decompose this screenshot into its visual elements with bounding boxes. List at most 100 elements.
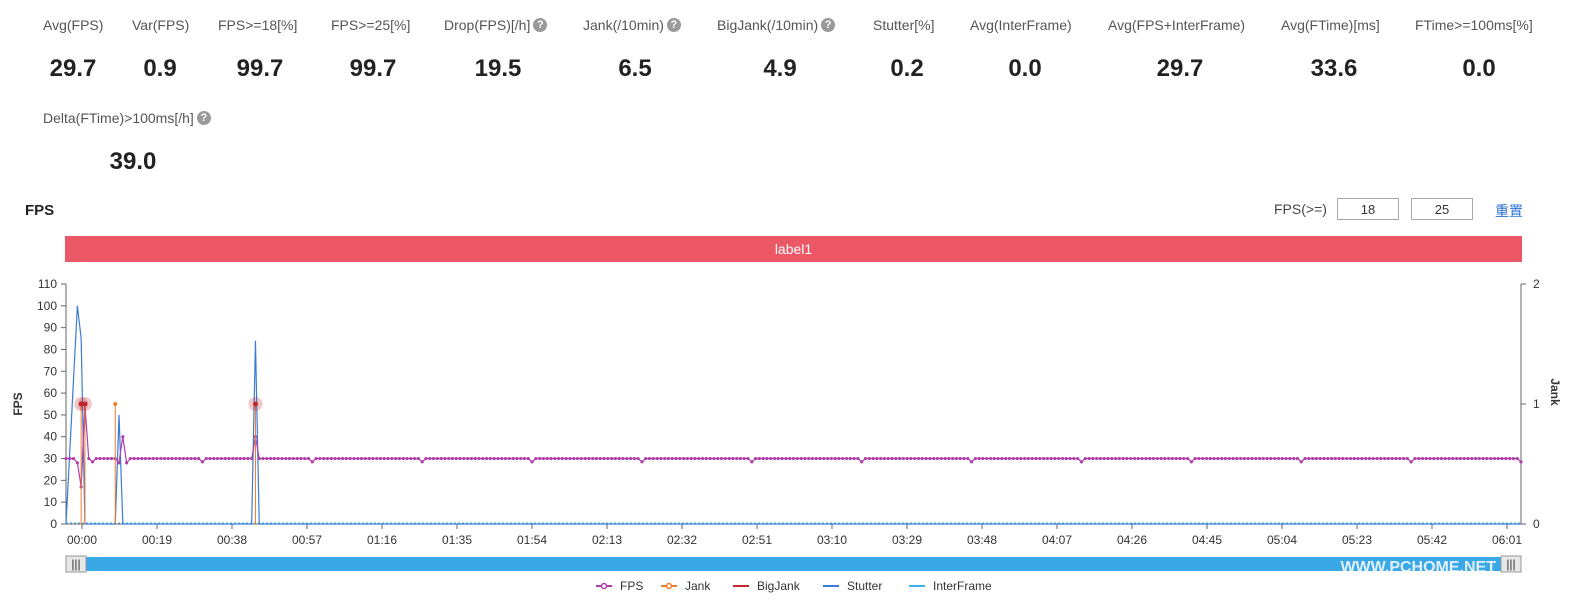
fps-point	[761, 456, 765, 461]
fps-point	[1280, 456, 1284, 461]
fps-point	[1333, 456, 1337, 461]
fps-point	[712, 456, 716, 461]
fps-point	[594, 456, 599, 461]
x-tick-label: 03:29	[892, 533, 922, 547]
fps-point	[856, 456, 860, 461]
fps-point	[1401, 456, 1406, 461]
metric-label-avg-ftime-ms: Avg(FTime)[ms]	[1281, 17, 1380, 33]
fps-point	[166, 456, 170, 461]
fps-point	[310, 460, 314, 464]
help-icon[interactable]: ?	[666, 18, 681, 32]
fps-point	[1356, 456, 1360, 461]
fps-point	[378, 456, 383, 461]
fps-point	[435, 456, 439, 461]
help-icon[interactable]: ?	[821, 18, 836, 32]
fps-point	[621, 456, 625, 461]
fps-point	[1254, 456, 1258, 461]
legend-marker-fps	[600, 582, 608, 590]
fps-point	[769, 456, 773, 461]
fps-point	[1382, 456, 1387, 461]
fps-point	[1439, 456, 1444, 461]
fps-point	[1473, 456, 1478, 461]
fps-point	[428, 456, 432, 461]
metric-value-bigjank-10min: 4.9	[763, 55, 797, 82]
fps-point	[610, 456, 614, 461]
fps-point	[708, 456, 712, 461]
fps-point	[246, 456, 250, 461]
fps-point	[1007, 456, 1012, 461]
fps-point	[973, 456, 977, 461]
fps-point	[272, 456, 276, 461]
fps-point	[678, 456, 682, 461]
fps-point	[754, 456, 758, 461]
fps-point	[1508, 456, 1512, 461]
fps-point	[1504, 456, 1508, 461]
fps-point	[147, 456, 151, 461]
fps-point	[651, 456, 655, 461]
fps-series-line	[66, 403, 1522, 487]
fps-point	[814, 456, 818, 461]
fps-point	[1193, 456, 1197, 461]
fps-point	[1292, 456, 1296, 461]
fps-point	[405, 456, 409, 461]
fps-point	[269, 456, 273, 461]
fps-point	[924, 456, 928, 461]
fps-point	[1303, 456, 1307, 461]
fps-point	[125, 461, 129, 465]
fps-point	[223, 456, 227, 461]
fps-point	[382, 456, 386, 461]
metric-label-text: Delta(FTime)>100ms[/h]	[43, 110, 194, 126]
help-icon[interactable]: ?	[196, 111, 211, 125]
fps-point	[1329, 456, 1334, 461]
fps-point	[1132, 456, 1137, 461]
fps-point	[746, 456, 750, 461]
metric-label-text: Stutter[%]	[873, 17, 935, 33]
fps-threshold-low-input[interactable]	[1337, 198, 1399, 220]
fps-point	[394, 456, 398, 461]
fps-point	[303, 456, 307, 461]
fps-point	[204, 456, 208, 461]
fps-point	[469, 456, 474, 461]
fps-point	[64, 456, 68, 461]
fps-point	[704, 456, 708, 461]
fps-point	[109, 456, 114, 461]
y-tick-label: 110	[38, 277, 57, 291]
fps-point	[155, 456, 159, 461]
y2-tick-label: 2	[1533, 277, 1540, 291]
fps-point	[375, 456, 379, 461]
reset-button[interactable]: 重置	[1495, 203, 1523, 219]
metric-value-fps-18: 99.7	[236, 55, 284, 82]
x-tick-label: 02:51	[742, 533, 772, 547]
fps-point	[1045, 456, 1049, 461]
legend-label-jank: Jank	[685, 579, 711, 593]
fps-point	[731, 456, 735, 461]
fps-point	[1409, 460, 1413, 464]
fps-point	[507, 456, 511, 461]
fps-point	[1170, 456, 1175, 461]
fps-point	[1015, 456, 1019, 461]
fps-threshold-high-input[interactable]	[1411, 198, 1473, 220]
fps-point	[738, 456, 743, 461]
fps-chart: 0 10 20 30 40 50 60 70 80 90 100 110 0 1 2 FPS Jank 00:00…	[11, 277, 1562, 593]
fps-point	[261, 456, 265, 461]
fps-point	[1466, 456, 1470, 461]
fps-point	[356, 456, 360, 461]
fps-point	[1110, 456, 1114, 461]
fps-point	[212, 456, 216, 461]
fps-point	[1269, 456, 1273, 461]
fps-point	[538, 456, 542, 461]
fps-point	[1515, 456, 1519, 461]
x-tick-label: 03:10	[817, 533, 847, 547]
fps-point	[1060, 456, 1065, 461]
legend-label-bigjank: BigJank	[757, 579, 801, 593]
fps-point	[522, 456, 527, 461]
fps-point	[477, 456, 481, 461]
fps-point	[1511, 456, 1516, 461]
fps-point	[1201, 456, 1205, 461]
metric-label-avg-interframe: Avg(InterFrame)	[970, 17, 1072, 33]
fps-point	[71, 456, 76, 461]
fps-point	[1424, 456, 1428, 461]
help-icon[interactable]: ?	[533, 18, 548, 32]
fps-point	[329, 456, 333, 461]
fps-point	[670, 456, 674, 461]
